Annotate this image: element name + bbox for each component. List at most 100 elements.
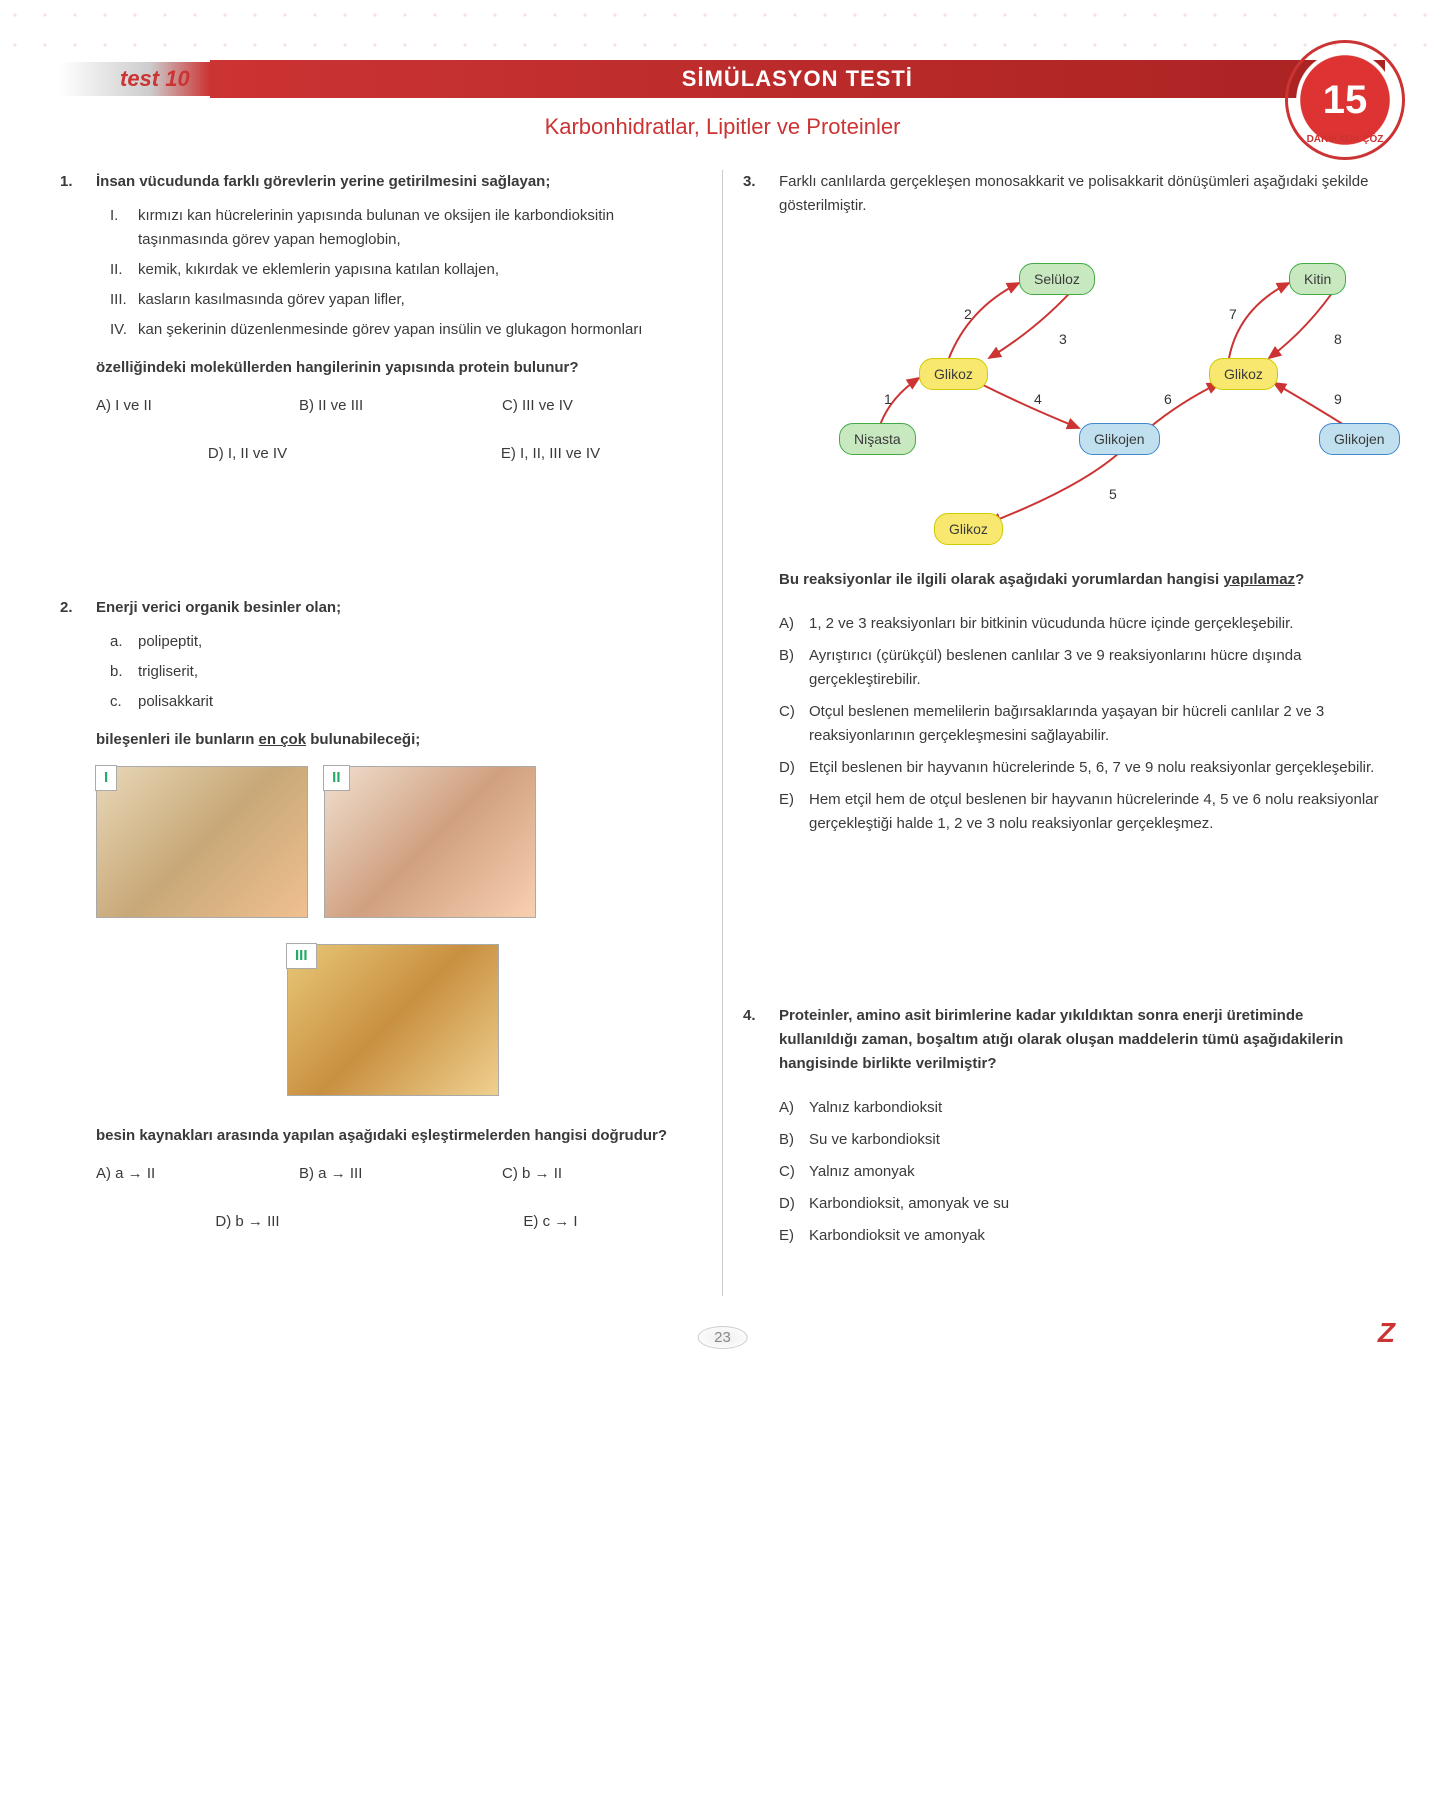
node-glikoz-3: Glikoz (934, 513, 1003, 545)
edge-label: 8 (1334, 328, 1342, 350)
q2-mid: bileşenleri ile bunların en çok bulunabi… (96, 728, 702, 752)
item-text: kemik, kıkırdak ve eklemlerin yapısına k… (138, 258, 499, 282)
opt-letter: E) (779, 788, 809, 836)
header-row: test 10 SİMÜLASYON TESTİ (60, 60, 1385, 98)
node-glikojen-2: Glikojen (1319, 423, 1400, 455)
opt-text: Karbondioksit, amonyak ve su (809, 1192, 1009, 1216)
q2-items: a.polipeptit, b.trigliserit, c.polisakka… (110, 630, 702, 714)
q3-stem: Farklı canlılarda gerçekleşen monosakkar… (779, 170, 1385, 218)
opt-text: Otçul beslenen memelilerin bağırsakların… (809, 700, 1385, 748)
q2-number: 2. (60, 596, 96, 1244)
roman: II. (110, 258, 138, 282)
badge-number: 15 (1323, 78, 1368, 123)
opt-letter: E) (779, 1224, 809, 1248)
brand-logo-icon: Z (1378, 1317, 1395, 1349)
q2-images-row2: III (96, 940, 702, 1108)
q4-options: A)Yalnız karbondioksit B)Su ve karbondio… (779, 1096, 1385, 1248)
opt-text: Karbondioksit ve amonyak (809, 1224, 985, 1248)
node-nisasta: Nişasta (839, 423, 916, 455)
q3-body: Farklı canlılarda gerçekleşen monosakkar… (779, 170, 1385, 844)
image-label: II (323, 765, 349, 791)
q4-body: Proteinler, amino asit birimlerine kadar… (779, 1004, 1385, 1256)
q1-options-row2: D) I, II ve IV E) I, II, III ve IV (96, 442, 702, 476)
image-box-3: III (287, 944, 499, 1096)
option[interactable]: C) III ve IV (502, 394, 702, 418)
q1-items: I.kırmızı kan hücrelerinin yapısında bul… (110, 204, 702, 342)
image-label: III (286, 943, 317, 969)
opt-text: Etçil beslenen bir hayvanın hücrelerinde… (809, 756, 1374, 780)
option[interactable]: D)Etçil beslenen bir hayvanın hücrelerin… (779, 756, 1385, 780)
option[interactable]: A) a → II (96, 1162, 296, 1186)
item-text: kasların kasılmasında görev yapan lifler… (138, 288, 405, 312)
question-3: 3. Farklı canlılarda gerçekleşen monosak… (743, 170, 1385, 844)
option[interactable]: B)Su ve karbondioksit (779, 1128, 1385, 1152)
option[interactable]: C)Yalnız amonyak (779, 1160, 1385, 1184)
roman: IV. (110, 318, 138, 342)
option[interactable]: A)Yalnız karbondioksit (779, 1096, 1385, 1120)
option[interactable]: B)Ayrıştırıcı (çürükçül) beslenen canlıl… (779, 644, 1385, 692)
option[interactable]: E) I, II, III ve IV (399, 442, 702, 466)
q3-tail: Bu reaksiyonlar ile ilgili olarak aşağıd… (779, 568, 1385, 592)
image-label: I (95, 765, 117, 791)
opt-letter: B) (779, 1128, 809, 1152)
option[interactable]: D) b → III (96, 1210, 399, 1234)
node-seluloz: Selüloz (1019, 263, 1095, 295)
image-box-2: II (324, 766, 536, 918)
test-label-text: test (120, 66, 159, 91)
simulation-title: SİMÜLASYON TESTİ (210, 60, 1385, 98)
option[interactable]: C)Otçul beslenen memelilerin bağırsaklar… (779, 700, 1385, 748)
option[interactable]: B) a → III (299, 1162, 499, 1186)
option[interactable]: A)1, 2 ve 3 reaksiyonları bir bitkinin v… (779, 612, 1385, 636)
option[interactable]: D)Karbondioksit, amonyak ve su (779, 1192, 1385, 1216)
item-text: polipeptit, (138, 630, 202, 654)
list-item: III.kasların kasılmasında görev yapan li… (110, 288, 702, 312)
food-image-icon (288, 945, 498, 1095)
opt-text: Yalnız karbondioksit (809, 1096, 942, 1120)
opt-text: Hem etçil hem de otçul beslenen bir hayv… (809, 788, 1385, 836)
option[interactable]: E)Karbondioksit ve amonyak (779, 1224, 1385, 1248)
food-image-icon (97, 767, 307, 917)
opt-text: Ayrıştırıcı (çürükçül) beslenen canlılar… (809, 644, 1385, 692)
option[interactable]: D) I, II ve IV (96, 442, 399, 466)
opt-text: Yalnız amonyak (809, 1160, 915, 1184)
option[interactable]: A) I ve II (96, 394, 296, 418)
test-label: test 10 (60, 62, 210, 96)
q4-stem: Proteinler, amino asit birimlerine kadar… (779, 1004, 1385, 1076)
edge-label: 4 (1034, 388, 1042, 410)
option[interactable]: E) c → I (399, 1210, 702, 1234)
letter: a. (110, 630, 138, 654)
list-item: b.trigliserit, (110, 660, 702, 684)
node-glikoz-1: Glikoz (919, 358, 988, 390)
item-text: polisakkarit (138, 690, 213, 714)
q1-number: 1. (60, 170, 96, 476)
column-divider (722, 170, 723, 1296)
q2-stem: Enerji verici organik besinler olan; (96, 596, 702, 620)
edge-label: 6 (1164, 388, 1172, 410)
q2-images-row1: I II (96, 762, 702, 930)
edge-label: 5 (1109, 483, 1117, 505)
edge-label: 9 (1334, 388, 1342, 410)
letter: b. (110, 660, 138, 684)
edge-label: 7 (1229, 303, 1237, 325)
letter: c. (110, 690, 138, 714)
item-text: trigliserit, (138, 660, 198, 684)
list-item: a.polipeptit, (110, 630, 702, 654)
list-item: I.kırmızı kan hücrelerinin yapısında bul… (110, 204, 702, 252)
decorative-dots (0, 0, 1445, 60)
option[interactable]: E)Hem etçil hem de otçul beslenen bir ha… (779, 788, 1385, 836)
opt-letter: A) (779, 1096, 809, 1120)
q1-body: İnsan vücudunda farklı görevlerin yerine… (96, 170, 702, 476)
option[interactable]: C) b → II (502, 1162, 702, 1186)
q3-number: 3. (743, 170, 779, 844)
list-item: II.kemik, kıkırdak ve eklemlerin yapısın… (110, 258, 702, 282)
opt-letter: D) (779, 756, 809, 780)
option[interactable]: B) II ve III (299, 394, 499, 418)
timer-badge: 15 DAKİKADA ÇÖZ (1285, 40, 1405, 160)
q3-diagram: Selüloz Kitin Glikoz Glikoz Nişasta Glik… (779, 228, 1385, 548)
content-columns: 1. İnsan vücudunda farklı görevlerin yer… (60, 170, 1385, 1296)
question-1: 1. İnsan vücudunda farklı görevlerin yer… (60, 170, 702, 476)
question-4: 4. Proteinler, amino asit birimlerine ka… (743, 1004, 1385, 1256)
node-glikojen-1: Glikojen (1079, 423, 1160, 455)
opt-letter: C) (779, 700, 809, 748)
q3-options: A)1, 2 ve 3 reaksiyonları bir bitkinin v… (779, 612, 1385, 836)
